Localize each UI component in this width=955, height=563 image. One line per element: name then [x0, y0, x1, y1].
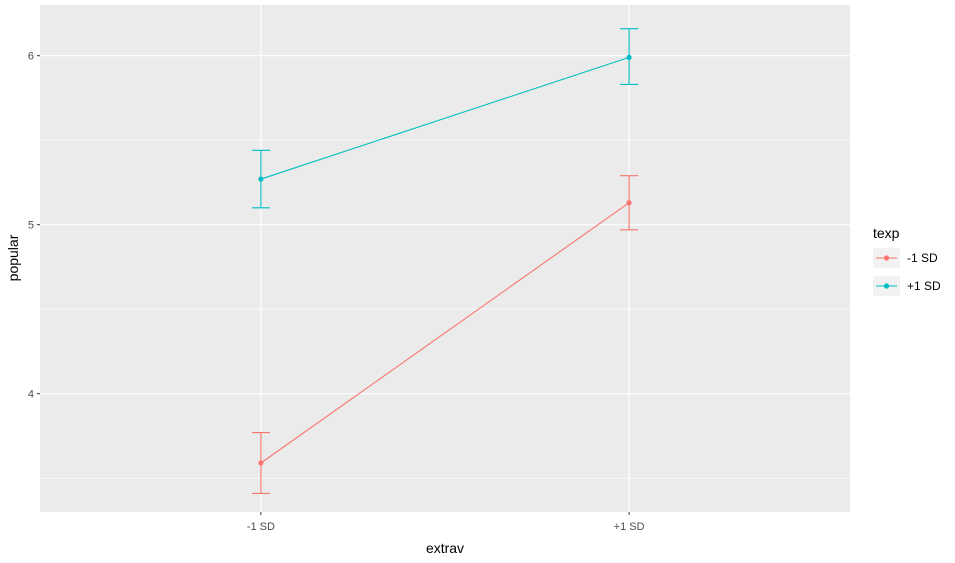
- series-line: [260, 202, 630, 464]
- x-tick-label: -1 SD: [247, 521, 275, 533]
- series-1: [251, 175, 639, 494]
- y-axis: 4 5 6: [28, 51, 40, 401]
- x-axis: -1 SD +1 SD: [247, 512, 645, 533]
- legend-key-point: [883, 255, 890, 261]
- x-tick-label: +1 SD: [614, 521, 645, 533]
- legend-items: -1 SD +1 SD: [873, 248, 941, 296]
- y-tick-label: 4: [28, 389, 34, 401]
- data-point: [258, 176, 264, 182]
- series-line: [260, 56, 630, 180]
- y-tick-label: 5: [28, 220, 34, 232]
- legend-label: +1 SD: [907, 279, 941, 293]
- x-axis-title: extrav: [426, 540, 464, 556]
- legend: texp -1 SD +1 SD: [873, 225, 941, 296]
- data-point: [626, 54, 632, 60]
- data-point: [258, 460, 264, 466]
- legend-item: -1 SD: [873, 248, 938, 268]
- y-tick-label: 6: [28, 51, 34, 63]
- legend-key-point: [883, 283, 890, 289]
- legend-label: -1 SD: [907, 251, 938, 265]
- minor-gridlines: [40, 139, 850, 479]
- legend-title: texp: [873, 225, 900, 241]
- series-layer: [251, 28, 639, 494]
- plot-panel: [40, 5, 850, 512]
- major-gridlines: [40, 5, 850, 512]
- data-point: [626, 200, 632, 206]
- legend-item: +1 SD: [873, 276, 941, 296]
- y-axis-title: popular: [5, 234, 21, 281]
- series-2: [251, 28, 639, 209]
